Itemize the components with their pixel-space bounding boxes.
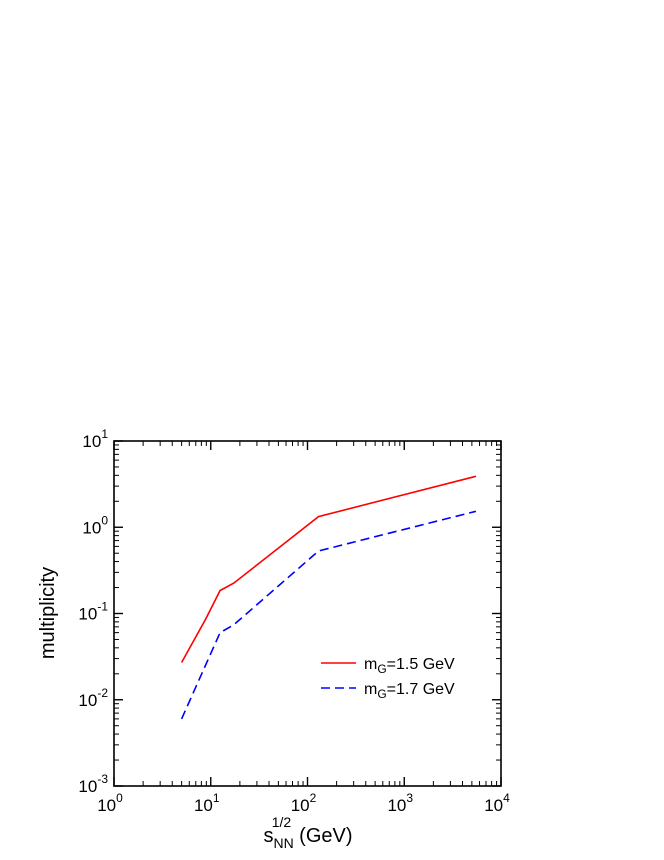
series-lines — [180, 475, 477, 720]
x-axis-label-sub: NN — [273, 835, 293, 851]
plot-frame — [113, 440, 502, 787]
series-line-0 — [180, 475, 477, 663]
y-tick-label: 100 — [82, 513, 108, 537]
x-tick-label: 102 — [291, 791, 317, 815]
series-line-1 — [180, 510, 477, 720]
x-axis-label-sup: 1/2 — [272, 814, 292, 830]
tick-labels: 100 101 102 103 104 10-3 10-2 10-1 100 101 — [78, 427, 510, 815]
legend: mG=1.5 GeV mG=1.7 GeV — [321, 656, 455, 701]
x-tick-label: 100 — [97, 791, 123, 815]
legend-label-series-0: mG=1.5 GeV — [364, 656, 455, 676]
x-tick-label: 103 — [387, 791, 413, 815]
y-axis-label: multiplicity — [37, 567, 59, 659]
y-tick-label: 101 — [82, 427, 108, 451]
y-tick-label: 10-1 — [78, 600, 108, 624]
legend-label-series-1: mG=1.7 GeV — [364, 681, 455, 701]
y-tick-label: 10-2 — [78, 686, 108, 710]
y-tick-label: 10-3 — [78, 772, 108, 796]
minor-ticks — [114, 441, 501, 786]
major-ticks — [113, 440, 502, 787]
x-tick-label: 104 — [484, 791, 510, 815]
x-axis-label: sNN 1/2 (GeV) — [263, 814, 352, 851]
x-axis-label-base: s — [263, 825, 273, 847]
x-tick-label: 101 — [194, 791, 220, 815]
x-axis-label-unit: (GeV) — [299, 825, 352, 847]
